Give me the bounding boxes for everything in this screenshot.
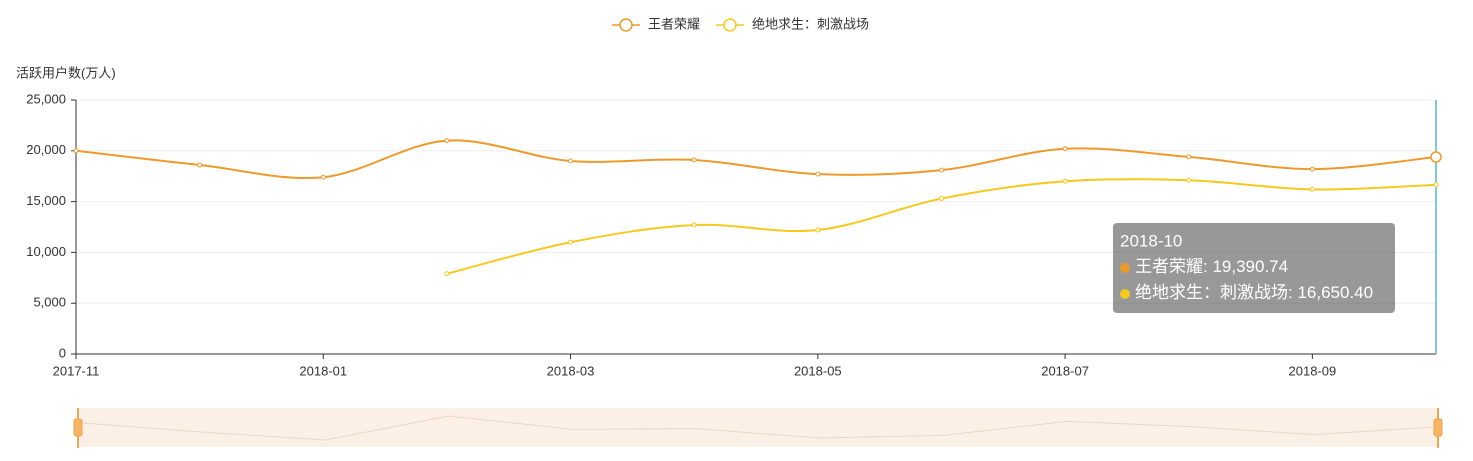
- data-point: [691, 222, 697, 228]
- data-point: [73, 148, 79, 154]
- tooltip-sep: :: [1203, 257, 1212, 276]
- x-tick-label: 2018-05: [794, 363, 842, 378]
- data-point: [1062, 146, 1068, 152]
- y-tick-label: 25,000: [26, 91, 66, 106]
- x-tick-label: 2018-07: [1041, 363, 1089, 378]
- data-point: [320, 174, 326, 180]
- line-series: [75, 139, 1437, 180]
- tooltip-marker: [1120, 289, 1130, 299]
- y-tick-label: 5,000: [33, 295, 66, 310]
- x-tick-label: 2017-11: [53, 363, 100, 378]
- datazoom-handle: [73, 418, 83, 437]
- y-tick-label: 20,000: [26, 142, 66, 157]
- data-point: [815, 227, 821, 233]
- legend-label: 王者荣耀: [648, 16, 700, 31]
- legend-icon: [619, 18, 633, 32]
- tooltip-sep: :: [1288, 283, 1297, 302]
- data-point: [1062, 178, 1068, 184]
- data-point: [1186, 177, 1192, 183]
- tooltip-title: 2018-10: [1120, 231, 1182, 250]
- data-point: [1186, 154, 1192, 160]
- data-point: [444, 138, 450, 144]
- datazoom-bg: [78, 408, 1438, 447]
- tooltip-series-name: 绝地求生：刺激战场: [1135, 283, 1288, 302]
- x-tick-label: 2018-03: [547, 363, 595, 378]
- tooltip-value: 16,650.40: [1297, 283, 1373, 302]
- tooltip-marker: [1120, 263, 1130, 273]
- x-tick-label: 2018-09: [1289, 363, 1337, 378]
- tooltip-series-name: 王者荣耀: [1135, 257, 1203, 276]
- tooltip-value: 19,390.74: [1212, 257, 1288, 276]
- data-point: [568, 239, 574, 245]
- data-point: [691, 157, 697, 163]
- datazoom-shadow: [77, 415, 1439, 441]
- y-tick-label: 0: [59, 345, 66, 360]
- y-axis-label: 活跃用户数(万人): [16, 65, 116, 80]
- datazoom-handle: [1433, 418, 1443, 437]
- data-point: [568, 158, 574, 164]
- data-point: [1433, 182, 1439, 188]
- data-point: [197, 162, 203, 168]
- data-point: [444, 271, 450, 277]
- legend-icon: [723, 18, 737, 32]
- x-tick-label: 2018-01: [299, 363, 347, 378]
- data-point: [815, 171, 821, 177]
- tooltip-box: [1113, 223, 1395, 313]
- data-point: [938, 196, 944, 202]
- data-point: [1309, 186, 1315, 192]
- data-point: [938, 167, 944, 173]
- tooltip-item: 王者荣耀: 19,390.74: [1135, 257, 1288, 276]
- data-point: [1430, 151, 1442, 163]
- tooltip: 2018-10 王者荣耀: 19,390.74 绝地求生：刺激战场: 16,650.…: [1113, 223, 1395, 313]
- y-tick-label: 10,000: [26, 244, 66, 259]
- y-tick-label: 15,000: [26, 193, 66, 208]
- legend-label: 绝地求生：刺激战场: [752, 16, 869, 31]
- tooltip-item: 绝地求生：刺激战场: 16,650.40: [1135, 283, 1373, 302]
- data-point: [1309, 166, 1315, 172]
